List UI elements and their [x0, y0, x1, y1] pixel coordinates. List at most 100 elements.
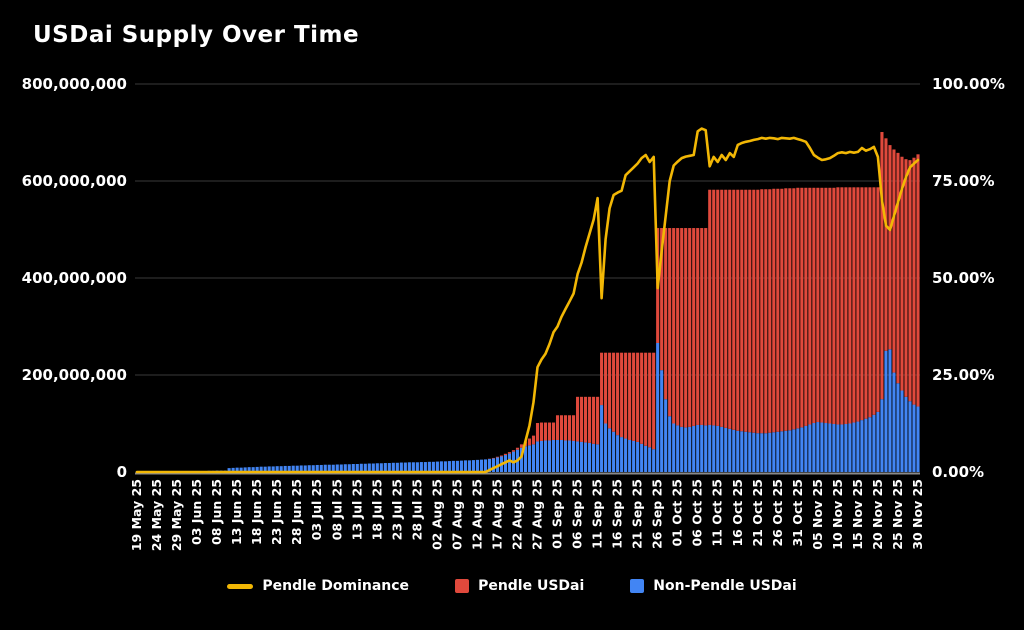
bar-non-pendle-usdai[interactable] — [900, 390, 904, 472]
bar-non-pendle-usdai[interactable] — [427, 461, 431, 472]
bar-non-pendle-usdai[interactable] — [535, 441, 540, 472]
bar-pendle-usdai[interactable] — [776, 188, 780, 432]
bar-non-pendle-usdai[interactable] — [676, 425, 680, 472]
bar-non-pendle-usdai[interactable] — [816, 422, 820, 472]
bar-non-pendle-usdai[interactable] — [367, 463, 371, 472]
bar-non-pendle-usdai[interactable] — [608, 428, 612, 472]
bar-non-pendle-usdai[interactable] — [431, 461, 435, 472]
bar-non-pendle-usdai[interactable] — [299, 465, 303, 472]
bar-pendle-usdai[interactable] — [636, 352, 640, 442]
bar-pendle-usdai[interactable] — [551, 422, 556, 440]
bar-non-pendle-usdai[interactable] — [251, 467, 255, 472]
bar-pendle-usdai[interactable] — [828, 187, 832, 424]
bar-pendle-usdai[interactable] — [559, 415, 564, 440]
bar-non-pendle-usdai[interactable] — [776, 431, 780, 472]
bar-non-pendle-usdai[interactable] — [267, 466, 271, 472]
bar-non-pendle-usdai[interactable] — [652, 449, 656, 472]
bar-non-pendle-usdai[interactable] — [459, 460, 463, 472]
bar-pendle-usdai[interactable] — [511, 450, 516, 452]
bar-non-pendle-usdai[interactable] — [908, 401, 912, 472]
bar-pendle-usdai[interactable] — [616, 352, 620, 436]
bar-non-pendle-usdai[interactable] — [744, 431, 748, 472]
bar-non-pendle-usdai[interactable] — [315, 464, 319, 472]
bar-non-pendle-usdai[interactable] — [796, 428, 800, 472]
bar-non-pendle-usdai[interactable] — [475, 459, 479, 472]
bar-pendle-usdai[interactable] — [768, 189, 772, 433]
bar-non-pendle-usdai[interactable] — [359, 463, 363, 472]
bar-non-pendle-usdai[interactable] — [712, 425, 716, 472]
bar-non-pendle-usdai[interactable] — [736, 430, 740, 472]
bar-non-pendle-usdai[interactable] — [624, 438, 628, 472]
bar-non-pendle-usdai[interactable] — [275, 466, 279, 472]
bar-non-pendle-usdai[interactable] — [672, 423, 676, 473]
bar-pendle-usdai[interactable] — [628, 352, 632, 440]
bar-pendle-usdai[interactable] — [664, 228, 668, 400]
bar-pendle-usdai[interactable] — [576, 396, 580, 442]
bar-non-pendle-usdai[interactable] — [704, 425, 708, 472]
bar-non-pendle-usdai[interactable] — [243, 467, 247, 472]
bar-pendle-usdai[interactable] — [808, 187, 812, 425]
bar-non-pendle-usdai[interactable] — [684, 427, 688, 472]
bar-non-pendle-usdai[interactable] — [880, 399, 884, 472]
bar-non-pendle-usdai[interactable] — [620, 437, 624, 472]
bar-non-pendle-usdai[interactable] — [728, 428, 732, 472]
bar-non-pendle-usdai[interactable] — [519, 447, 524, 472]
bar-non-pendle-usdai[interactable] — [263, 466, 267, 472]
bar-non-pendle-usdai[interactable] — [327, 464, 331, 472]
bar-non-pendle-usdai[interactable] — [784, 430, 788, 472]
bar-pendle-usdai[interactable] — [680, 228, 684, 427]
bar-non-pendle-usdai[interactable] — [271, 466, 275, 472]
bar-pendle-usdai[interactable] — [604, 352, 608, 424]
bar-non-pendle-usdai[interactable] — [692, 425, 696, 472]
bar-non-pendle-usdai[interactable] — [323, 464, 327, 472]
bar-pendle-usdai[interactable] — [820, 187, 824, 423]
bar-non-pendle-usdai[interactable] — [471, 460, 475, 472]
bar-pendle-usdai[interactable] — [584, 396, 588, 443]
bar-non-pendle-usdai[interactable] — [555, 439, 560, 472]
bar-non-pendle-usdai[interactable] — [792, 429, 796, 472]
bar-pendle-usdai[interactable] — [672, 228, 676, 424]
bar-non-pendle-usdai[interactable] — [435, 461, 439, 472]
bar-non-pendle-usdai[interactable] — [588, 442, 592, 472]
bar-non-pendle-usdai[interactable] — [828, 423, 832, 473]
bar-non-pendle-usdai[interactable] — [840, 424, 844, 472]
bar-non-pendle-usdai[interactable] — [451, 460, 455, 472]
bar-pendle-usdai[interactable] — [712, 189, 716, 426]
bar-non-pendle-usdai[interactable] — [656, 342, 660, 472]
bar-non-pendle-usdai[interactable] — [616, 435, 620, 472]
bar-non-pendle-usdai[interactable] — [311, 465, 315, 472]
bar-non-pendle-usdai[interactable] — [596, 444, 600, 472]
bar-pendle-usdai[interactable] — [892, 149, 896, 373]
bar-pendle-usdai[interactable] — [563, 415, 568, 441]
bar-pendle-usdai[interactable] — [784, 188, 788, 431]
bar-non-pendle-usdai[interactable] — [916, 406, 920, 472]
bar-non-pendle-usdai[interactable] — [740, 431, 744, 472]
bar-non-pendle-usdai[interactable] — [303, 465, 307, 472]
bar-pendle-usdai[interactable] — [499, 455, 504, 457]
bar-pendle-usdai[interactable] — [812, 187, 816, 424]
bar-pendle-usdai[interactable] — [515, 447, 520, 450]
bar-pendle-usdai[interactable] — [792, 188, 796, 430]
pendle-dominance-line[interactable] — [135, 127, 920, 474]
bar-pendle-usdai[interactable] — [856, 187, 860, 422]
bar-non-pendle-usdai[interactable] — [872, 414, 876, 472]
bar-pendle-usdai[interactable] — [732, 189, 736, 430]
bar-non-pendle-usdai[interactable] — [539, 440, 544, 472]
bar-non-pendle-usdai[interactable] — [239, 467, 243, 472]
bar-non-pendle-usdai[interactable] — [287, 465, 291, 472]
bar-non-pendle-usdai[interactable] — [768, 432, 772, 472]
bar-non-pendle-usdai[interactable] — [696, 424, 700, 472]
bar-pendle-usdai[interactable] — [648, 352, 652, 448]
bar-non-pendle-usdai[interactable] — [584, 442, 588, 472]
bar-non-pendle-usdai[interactable] — [636, 441, 640, 472]
bar-pendle-usdai[interactable] — [844, 187, 848, 424]
bar-pendle-usdai[interactable] — [852, 187, 856, 423]
bar-non-pendle-usdai[interactable] — [419, 462, 423, 472]
bar-non-pendle-usdai[interactable] — [604, 423, 608, 473]
bar-non-pendle-usdai[interactable] — [640, 443, 644, 472]
bar-non-pendle-usdai[interactable] — [455, 460, 459, 472]
bar-pendle-usdai[interactable] — [652, 352, 656, 450]
bar-non-pendle-usdai[interactable] — [700, 424, 704, 472]
bar-non-pendle-usdai[interactable] — [580, 441, 584, 472]
bar-non-pendle-usdai[interactable] — [760, 433, 764, 472]
